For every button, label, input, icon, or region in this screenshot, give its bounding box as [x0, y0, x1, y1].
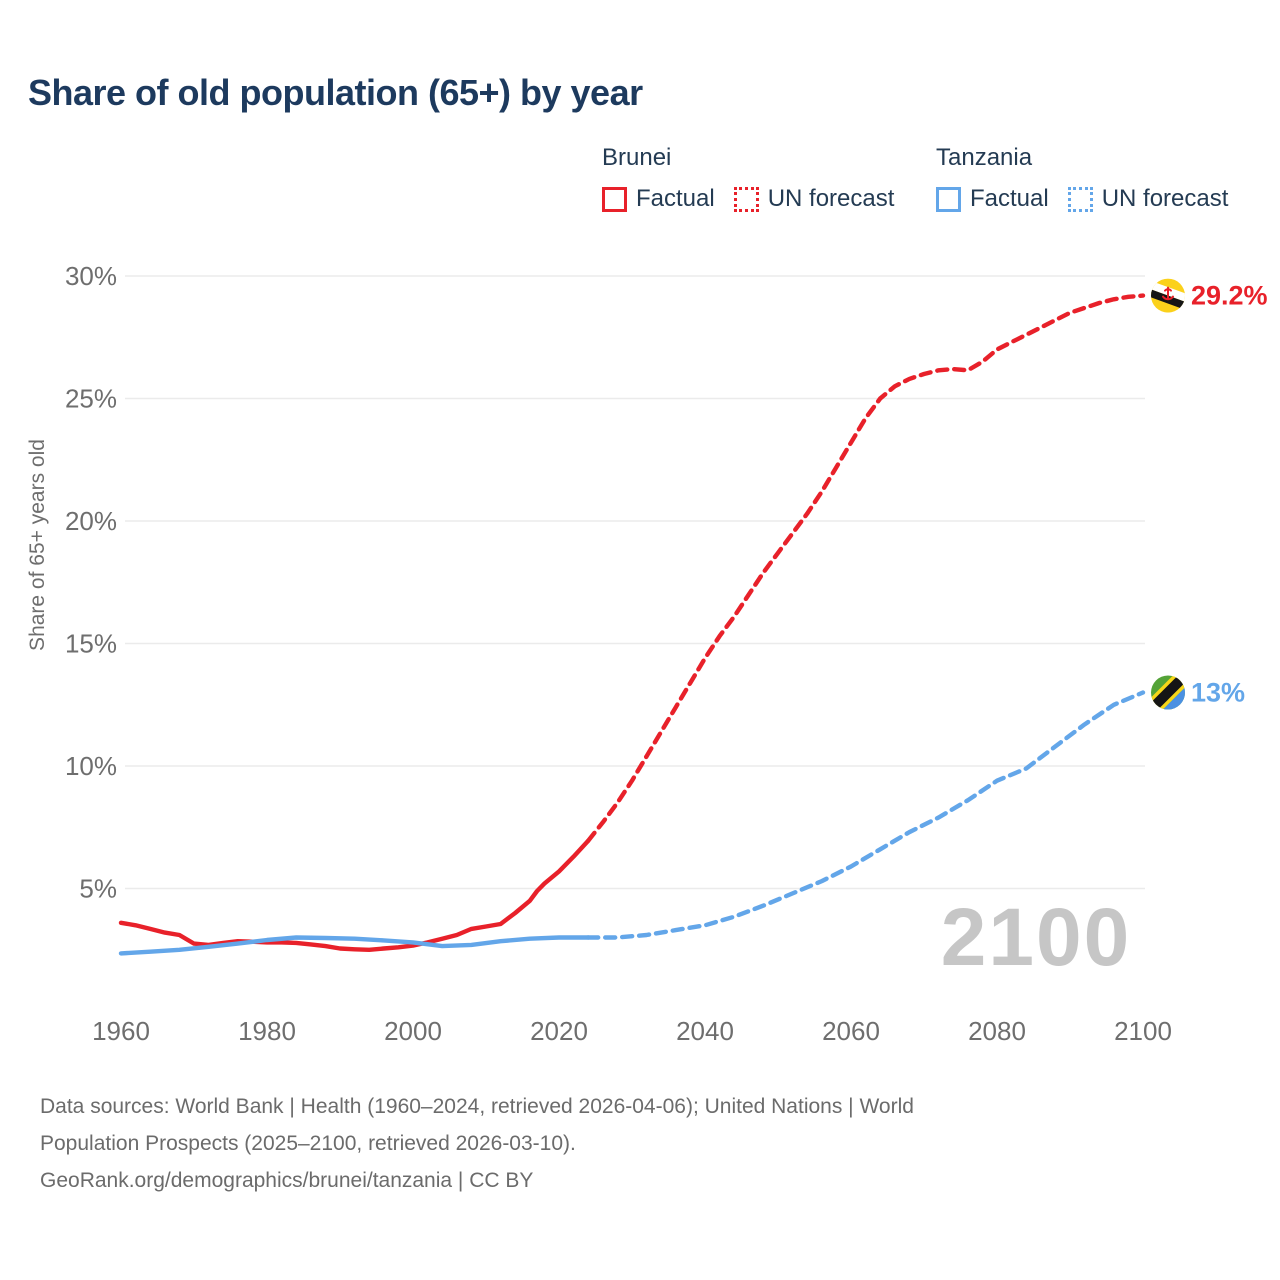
x-tick-label: 2040 [676, 1016, 734, 1046]
y-tick-label: 15% [65, 628, 117, 658]
y-tick-label: 20% [65, 506, 117, 536]
data-sources-note: Data sources: World Bank | Health (1960–… [40, 1088, 914, 1199]
x-tick-label: 1980 [238, 1016, 296, 1046]
legend-group-brunei: Brunei Factual UN forecast [602, 144, 894, 213]
legend-item-label: UN forecast [1101, 185, 1229, 212]
x-tick-label: 2060 [822, 1016, 880, 1046]
legend-item-brunei-factual[interactable]: Factual [602, 185, 715, 213]
legend-item-label: UN forecast [767, 185, 895, 212]
tanzania-factual-swatch-icon [936, 186, 961, 212]
series-line-brunei-factual [118, 838, 591, 952]
series-line-tanzania-factual [118, 935, 591, 956]
chart-watermark: 2100 [941, 892, 1131, 983]
x-tick-label: 2020 [530, 1016, 588, 1046]
x-tick-label: 2100 [1114, 1016, 1172, 1046]
legend-item-tanzania-factual[interactable]: Factual [936, 185, 1049, 213]
tanzania-end-label: 13% [1191, 678, 1245, 708]
footer-line: Population Prospects (2025–2100, retriev… [40, 1132, 576, 1155]
y-tick-label: 10% [65, 751, 117, 781]
brunei-flag-icon [1151, 278, 1185, 313]
page-title: Share of old population (65+) by year [28, 72, 643, 113]
brunei-factual-swatch-icon [602, 186, 627, 212]
x-tick-label: 2080 [968, 1016, 1026, 1046]
footer-line[interactable]: GeoRank.org/demographics/brunei/tanzania… [40, 1169, 534, 1192]
legend-group-tanzania: Tanzania Factual UN forecast [936, 144, 1228, 213]
x-tick-label: 2000 [384, 1016, 442, 1046]
brunei-forecast-swatch-icon [733, 186, 759, 212]
y-tick-label: 30% [65, 261, 117, 291]
tanzania-forecast-swatch-icon [1067, 186, 1093, 212]
series-line-tanzania-un-forecast [586, 690, 1146, 940]
legend-item-label: Factual [970, 185, 1049, 212]
legend-country-label: Tanzania [936, 144, 1033, 171]
x-tick-label: 1960 [92, 1016, 150, 1046]
y-tick-label: 5% [79, 873, 117, 903]
y-axis-title: Share of 65+ years old [26, 439, 49, 651]
legend: Brunei Factual UN forecast Tanzania Fact… [0, 144, 1280, 224]
legend-item-tanzania-forecast[interactable]: UN forecast [1067, 185, 1229, 213]
legend-item-brunei-forecast[interactable]: UN forecast [733, 185, 895, 213]
footer-line: Data sources: World Bank | Health (1960–… [40, 1095, 914, 1118]
legend-item-label: Factual [636, 185, 715, 212]
series-line-brunei-un-forecast [586, 293, 1146, 843]
legend-country-label: Brunei [602, 144, 672, 171]
y-tick-label: 25% [65, 383, 117, 413]
brunei-end-label: 29.2% [1191, 281, 1268, 311]
